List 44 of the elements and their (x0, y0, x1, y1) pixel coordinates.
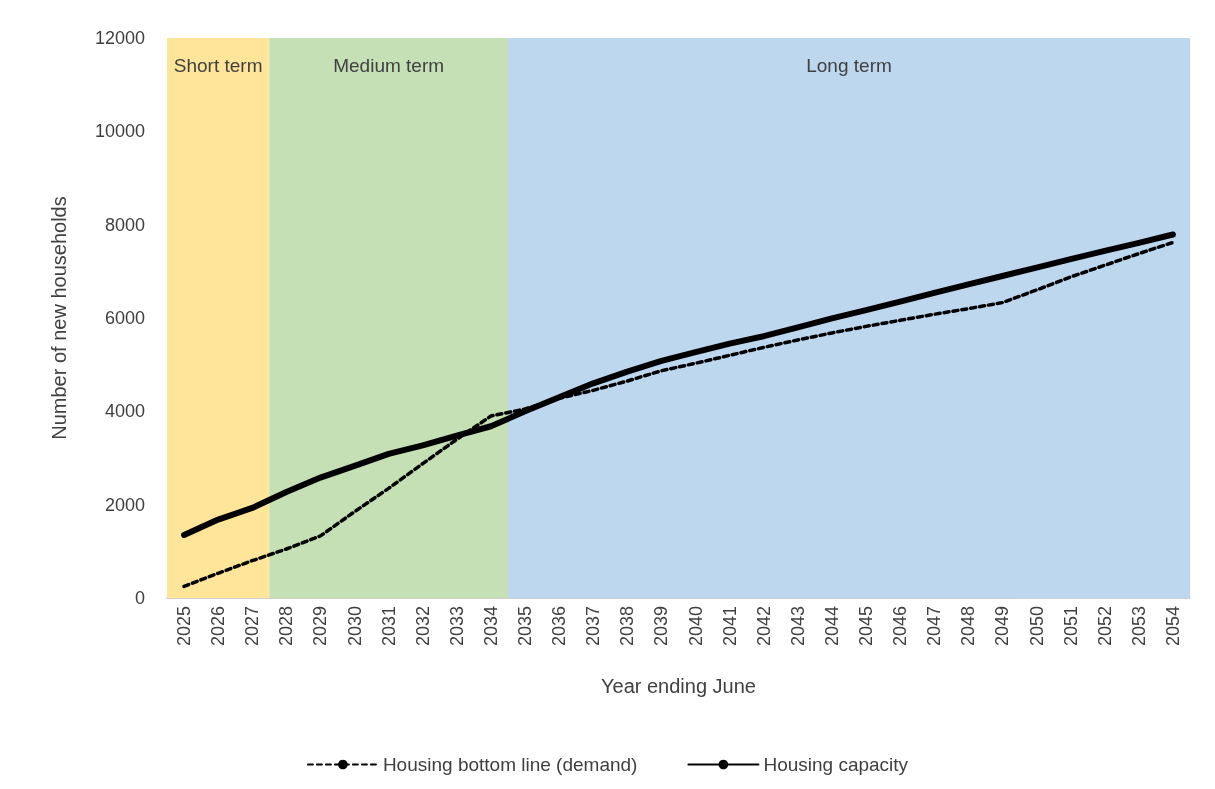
x-tick-label: 2036 (549, 606, 570, 647)
x-tick-label: 2047 (924, 606, 945, 647)
x-tick-label: 2026 (208, 606, 229, 647)
x-tick-label: 2051 (1060, 606, 1081, 647)
legend-label: Housing capacity (763, 754, 909, 775)
x-tick-label: 2038 (617, 606, 638, 647)
x-tick-label: 2028 (276, 606, 297, 647)
x-tick-label: 2045 (856, 606, 877, 647)
x-tick-label: 2033 (446, 606, 467, 647)
y-tick-label: 6000 (104, 308, 145, 328)
band-label: Medium term (333, 55, 445, 76)
x-tick-label: 2044 (821, 606, 842, 647)
x-tick-label: 2043 (787, 606, 808, 647)
x-tick-label: 2053 (1128, 606, 1149, 647)
x-tick-label: 2049 (992, 606, 1013, 647)
x-tick-label: 2054 (1162, 606, 1183, 647)
band-label: Short term (173, 55, 263, 76)
x-tick-label: 2050 (1026, 606, 1047, 647)
band-label: Long term (806, 55, 892, 76)
y-tick-label: 0 (134, 588, 145, 608)
x-tick-label: 2052 (1094, 606, 1115, 647)
x-tick-label: 2035 (515, 606, 536, 647)
x-tick-label: 2042 (753, 606, 774, 647)
x-tick-label: 2046 (890, 606, 911, 647)
y-axis-title: Number of new households (48, 196, 70, 440)
x-tick-label: 2025 (174, 606, 195, 647)
x-tick-label: 2030 (344, 606, 365, 647)
x-tick-label: 2040 (685, 606, 706, 647)
y-tick-label: 4000 (104, 401, 145, 422)
x-tick-label: 2034 (480, 606, 501, 647)
y-tick-label: 12000 (94, 28, 145, 48)
x-tick-label: 2027 (242, 606, 263, 647)
x-tick-label: 2037 (583, 606, 604, 647)
x-axis-title: Year ending June (601, 675, 756, 697)
y-tick-label: 10000 (94, 121, 145, 142)
x-tick-label: 2048 (958, 606, 979, 647)
y-tick-label: 8000 (104, 214, 145, 235)
legend-label: Housing bottom line (demand) (382, 754, 638, 775)
x-tick-label: 2041 (719, 606, 740, 647)
y-tick-label: 2000 (104, 494, 145, 515)
x-tick-label: 2029 (310, 606, 331, 647)
x-tick-label: 2039 (651, 606, 672, 647)
x-tick-label: 2032 (412, 606, 433, 647)
x-tick-label: 2031 (378, 606, 399, 647)
